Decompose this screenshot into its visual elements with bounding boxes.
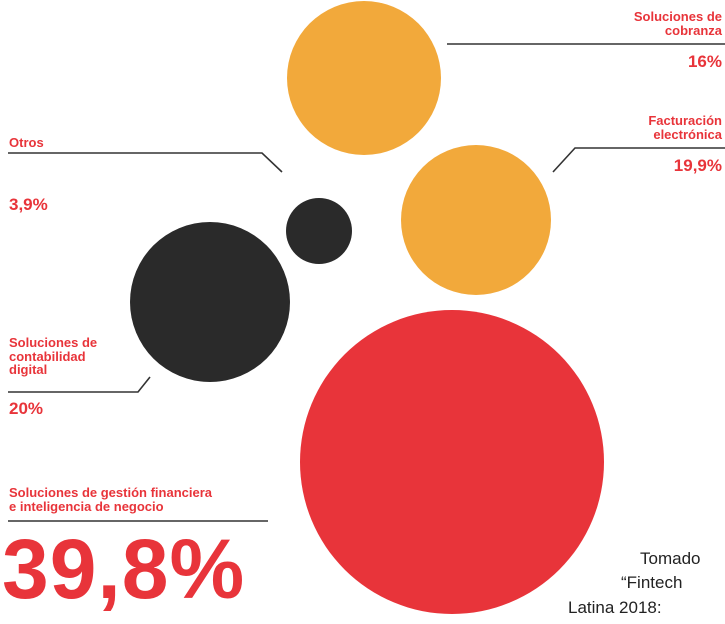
bubble-otros bbox=[286, 198, 352, 264]
source-line-3: Latina 2018: bbox=[568, 598, 667, 617]
source-line-1: Tomado bbox=[640, 549, 701, 568]
value-contabilidad: 20% bbox=[9, 399, 44, 418]
label-gestion: Soluciones de gestión financiera e intel… bbox=[9, 485, 212, 514]
bubble-facturacion bbox=[401, 145, 551, 295]
leader-otros bbox=[8, 152, 283, 173]
leader-contabilidad bbox=[8, 376, 151, 393]
bubble-gestion bbox=[300, 310, 604, 614]
value-facturacion: 19,9% bbox=[673, 156, 722, 175]
label-otros: Otros bbox=[9, 135, 44, 150]
bubble-contabilidad bbox=[130, 222, 290, 382]
label-facturacion: Facturación electrónica bbox=[648, 113, 722, 142]
value-cobranza: 16% bbox=[687, 52, 722, 71]
bubble-cobranza bbox=[287, 1, 441, 155]
leader-facturacion bbox=[552, 147, 725, 173]
label-cobranza: Soluciones de cobranza bbox=[633, 9, 722, 38]
value-otros: 3,9% bbox=[9, 195, 48, 214]
label-contabilidad: Soluciones de contabilidad digital bbox=[9, 335, 98, 378]
source-line-2: “Fintech bbox=[621, 573, 683, 592]
value-gestion: 39,8% bbox=[2, 522, 246, 616]
